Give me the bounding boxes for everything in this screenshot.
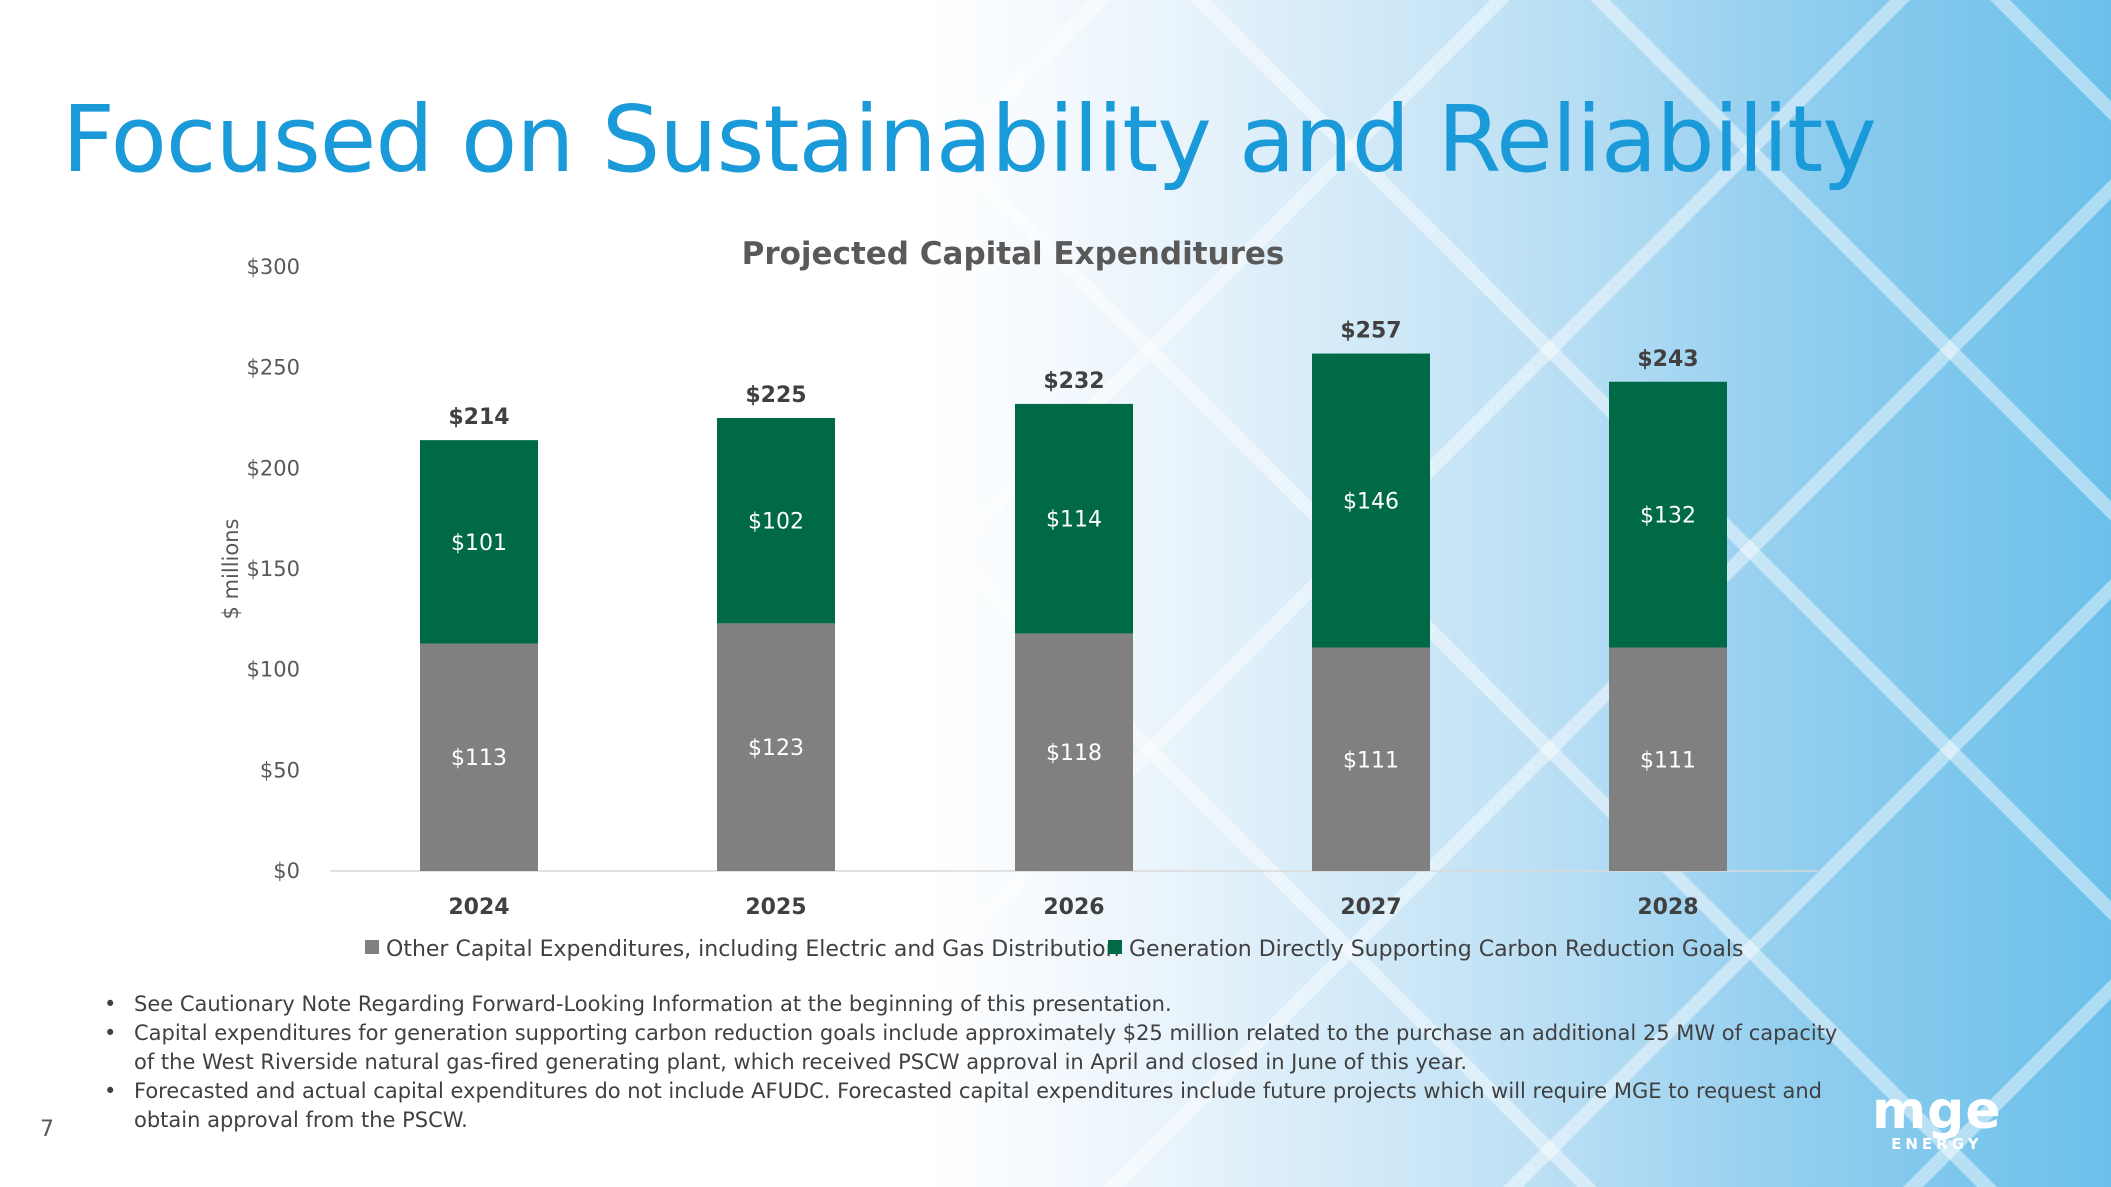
bar-value-label: $113 (451, 746, 507, 771)
bar-value-label: $111 (1343, 748, 1399, 773)
page-number: 7 (40, 1117, 54, 1142)
x-tick-label: 2025 (745, 895, 806, 920)
bar-segment-carbon-generation (1015, 403, 1133, 634)
y-axis-label: $ millions (219, 519, 243, 620)
x-tick-label: 2024 (448, 895, 509, 920)
bar-value-label: $132 (1640, 504, 1696, 529)
bar-total-label: $214 (448, 405, 509, 430)
bar-value-label: $114 (1046, 508, 1102, 533)
y-tick-label: $300 (247, 255, 300, 279)
mge-energy-logo: mge ENERGY (1872, 1081, 2002, 1153)
legend-swatch-other-capex (365, 940, 379, 954)
logo-subtitle: ENERGY (1891, 1135, 1983, 1153)
chart-title: Projected Capital Expenditures (742, 236, 1285, 272)
footnotes: See Cautionary Note Regarding Forward-Lo… (98, 990, 1858, 1135)
bar-segment-carbon-generation (1609, 381, 1727, 648)
y-tick-label: $0 (273, 859, 300, 883)
bar-segment-other-capex (420, 643, 538, 871)
y-tick-label: $50 (260, 758, 300, 782)
y-tick-label: $200 (247, 456, 300, 480)
bar-value-label: $118 (1046, 741, 1102, 766)
x-tick-label: 2027 (1340, 895, 1401, 920)
x-tick-label: 2028 (1637, 895, 1698, 920)
y-tick-label: $150 (247, 557, 300, 581)
legend-swatch-carbon-generation (1108, 940, 1122, 954)
bar-total-label: $225 (745, 383, 806, 408)
footnote-item: Capital expenditures for generation supp… (98, 1019, 1858, 1077)
bar-value-label: $102 (748, 510, 804, 535)
bar-segment-other-capex (1015, 633, 1133, 871)
bar-segment-other-capex (1609, 647, 1727, 871)
bar-value-label: $101 (451, 531, 507, 556)
bar-segment-carbon-generation (420, 440, 538, 644)
legend-label-carbon-generation: Generation Directly Supporting Carbon Re… (1129, 937, 1744, 962)
y-tick-label: $250 (247, 356, 300, 380)
bar-segment-carbon-generation (717, 418, 835, 624)
bar-total-label: $257 (1340, 319, 1401, 344)
bar-segment-other-capex (1312, 647, 1430, 871)
bar-value-label: $146 (1343, 490, 1399, 515)
footnote-item: See Cautionary Note Regarding Forward-Lo… (98, 990, 1858, 1019)
y-tick-label: $100 (247, 658, 300, 682)
slide-title: Focused on Sustainability and Reliabilit… (62, 86, 1877, 193)
bar-total-label: $232 (1043, 369, 1104, 394)
bar-segment-carbon-generation (1312, 353, 1430, 648)
bar-total-label: $243 (1637, 347, 1698, 372)
bar-value-label: $111 (1640, 748, 1696, 773)
bar-segment-other-capex (717, 623, 835, 871)
x-tick-label: 2026 (1043, 895, 1104, 920)
bar-value-label: $123 (748, 736, 804, 761)
footnote-item: Forecasted and actual capital expenditur… (98, 1077, 1858, 1135)
logo-wordmark: mge (1872, 1081, 2002, 1141)
legend-label-other-capex: Other Capital Expenditures, including El… (386, 937, 1120, 962)
